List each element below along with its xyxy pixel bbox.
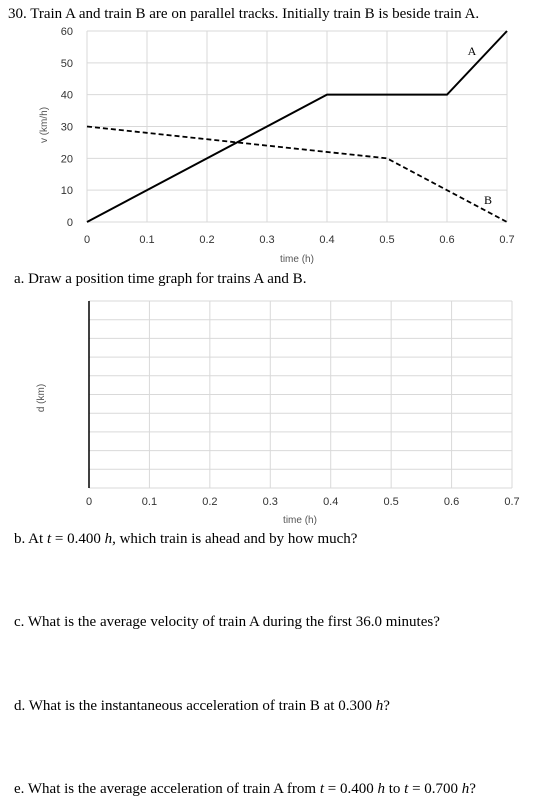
chart1-y-tick-label: 40 <box>61 90 73 102</box>
chart2-x-tick-label: 0.4 <box>323 496 338 508</box>
chart2-x-tick-label: 0.6 <box>444 496 459 508</box>
series-b-label: B <box>484 193 492 207</box>
question-a-text: a. Draw a position time graph for trains… <box>14 271 307 287</box>
chart1-series <box>86 30 508 223</box>
chart2-x-tick-label: 0.1 <box>142 496 157 508</box>
chart1-y-tick-label: 30 <box>61 122 73 134</box>
chart1-x-axis-label: time (h) <box>280 254 314 265</box>
chart1-x-tick-label: 0.7 <box>499 234 514 246</box>
chart1-x-tick-label: 0 <box>84 234 90 246</box>
chart2-grid <box>88 300 513 489</box>
chart1-y-tick-label: 20 <box>61 153 73 165</box>
question-e-text: e. What is the average acceleration of t… <box>14 781 476 797</box>
chart2-x-axis-label: time (h) <box>283 515 317 526</box>
chart1-x-tick-label: 0.1 <box>139 234 154 246</box>
question-c-text: c. What is the average velocity of train… <box>14 614 440 630</box>
chart2-tick-labels: 0 0.1 0.2 0.3 0.4 0.5 0.6 0.7 <box>86 496 520 508</box>
chart1-y-axis-label: v (km/h) <box>39 107 50 143</box>
chart1-x-tick-label: 0.3 <box>259 234 274 246</box>
question-b-text: b. At t = 0.400 h, which train is ahead … <box>14 531 358 547</box>
chart2-x-tick-label: 0.3 <box>263 496 278 508</box>
chart1-y-tick-label: 60 <box>61 26 73 38</box>
series-a-label: A <box>468 44 477 58</box>
chart1-y-tick-label: 10 <box>61 185 73 197</box>
chart1-x-tick-label: 0.4 <box>319 234 334 246</box>
chart1-grid <box>86 30 508 223</box>
position-time-chart: 0 0.1 0.2 0.3 0.4 0.5 0.6 0.7 time (h) d (km) <box>36 300 520 526</box>
chart1-y-tick-label: 50 <box>61 58 73 70</box>
chart2-y-axis-label: d (km) <box>36 384 47 412</box>
question-d-text: d. What is the instantaneous acceleratio… <box>14 698 390 714</box>
chart1-x-tick-label: 0.2 <box>199 234 214 246</box>
chart1-x-tick-label: 0.5 <box>379 234 394 246</box>
chart1-tick-labels: 0 0.1 0.2 0.3 0.4 0.5 0.6 0.7 0 10 20 30 40 50 60 <box>61 26 515 246</box>
chart2-x-tick-label: 0.5 <box>383 496 398 508</box>
series-b-line <box>86 125 508 223</box>
series-a-line <box>86 30 508 223</box>
velocity-time-chart: 0 0.1 0.2 0.3 0.4 0.5 0.6 0.7 0 10 20 30 40 50 60 time… <box>39 26 515 265</box>
chart2-x-tick-label: 0 <box>86 496 92 508</box>
chart2-x-tick-label: 0.7 <box>504 496 519 508</box>
chart2-x-tick-label: 0.2 <box>202 496 217 508</box>
chart1-y-tick-label: 0 <box>67 217 73 229</box>
chart1-x-tick-label: 0.6 <box>439 234 454 246</box>
question-30-text: 30. Train A and train B are on parallel … <box>8 6 480 22</box>
